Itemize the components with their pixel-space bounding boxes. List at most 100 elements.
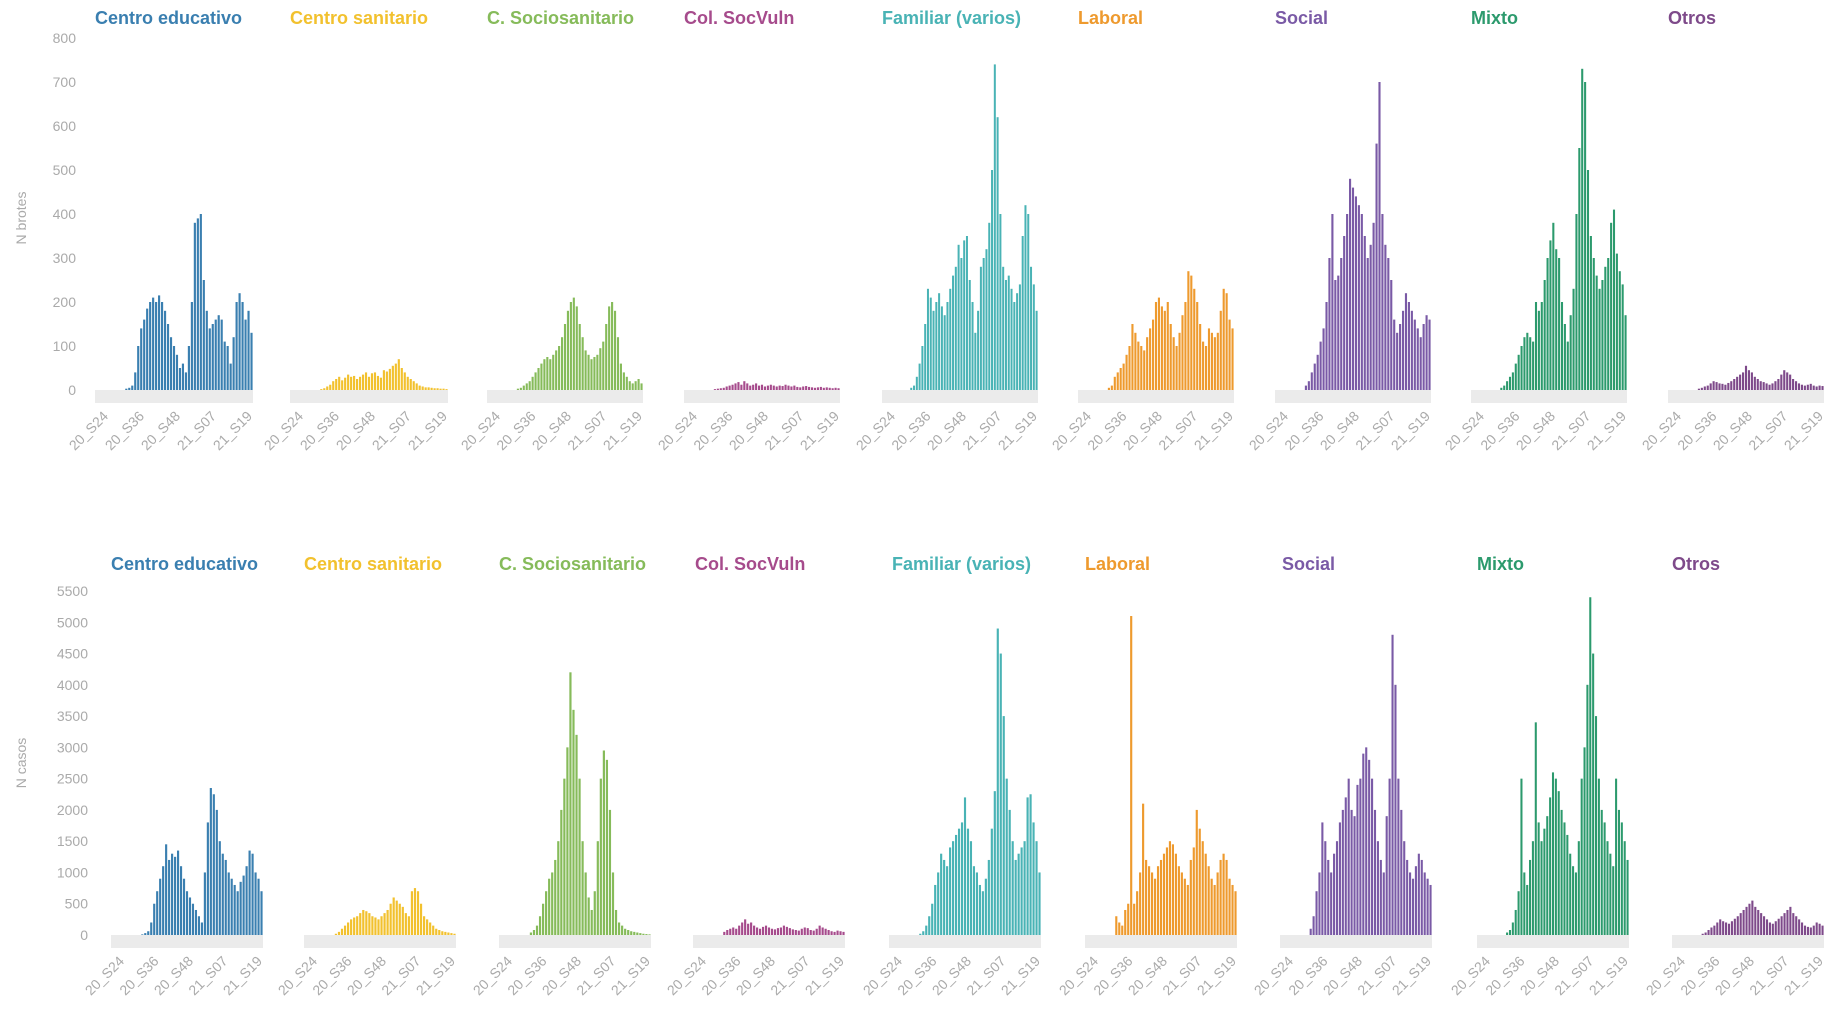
bar [554,859,557,935]
bar [578,778,581,935]
bar [919,933,922,935]
bar [1023,841,1026,935]
bar [1174,853,1177,935]
bar [1394,684,1397,935]
bar [631,383,634,390]
bar [1153,878,1157,935]
bar [541,903,545,935]
x-tick-label: 21_S19 [1191,408,1237,454]
bar [815,928,818,935]
bar [250,332,253,390]
bar [131,385,134,390]
bar [1742,372,1745,390]
bar [353,375,356,390]
bar [532,930,536,935]
bar [1035,310,1038,390]
bar [1368,759,1371,935]
bar [969,841,973,935]
bar [1309,928,1312,935]
bar [1774,381,1777,390]
bar [1115,916,1118,935]
bar [1697,388,1700,390]
bar [1316,354,1319,390]
bar [1381,214,1384,390]
bar [1192,847,1195,935]
bar [400,368,403,390]
bar [1569,315,1572,390]
bar [1768,922,1771,935]
bar [1183,878,1186,935]
bar [766,385,769,390]
bar [749,385,752,390]
bar [350,919,353,935]
bar [584,350,587,390]
bar [572,297,575,390]
y-tick-label: 300 [53,250,77,266]
bar [143,319,146,390]
bar [1747,370,1750,390]
bar [217,315,220,390]
bar [968,280,971,390]
panel-title-laboral: Laboral [1085,554,1150,574]
bar [1615,778,1618,935]
bar [187,346,190,390]
bar [926,288,929,390]
bar [220,319,223,390]
bar [954,834,958,935]
bar [596,841,599,935]
y-tick-label: 4500 [57,646,88,662]
x-tick-label: 20_S24 [261,408,307,454]
bar [1757,909,1760,935]
bar [350,376,353,390]
bar [634,381,637,390]
bar [1413,319,1416,390]
bar [392,897,395,935]
panel-title-familiar-varios: Familiar (varios) [892,554,1031,574]
bar [575,306,578,390]
bar [1552,222,1555,390]
bar [1401,310,1405,390]
bar [1333,853,1336,935]
bar [760,384,764,390]
bar [581,337,584,390]
bar [729,928,732,935]
bar [778,385,781,390]
bar [590,359,593,390]
bar [1228,319,1231,390]
bar [1422,324,1425,390]
bar [1190,275,1193,390]
bar [1010,288,1013,390]
bar [1177,866,1180,935]
x-axis-band [1672,935,1824,948]
bar [1002,716,1005,935]
bar [215,809,218,935]
bar [1304,385,1307,390]
bar [770,928,774,935]
y-tick-label: 5500 [57,583,88,599]
bar [1145,859,1148,935]
bar [334,933,338,935]
bar [365,911,368,935]
bar [566,747,569,935]
bar [1231,328,1234,390]
x-tick-label: 20_S48 [138,408,184,454]
bar [935,302,938,390]
bar [741,922,744,935]
bar [163,310,167,390]
bar [744,919,747,935]
bar [1213,884,1216,935]
bar [611,302,614,390]
bar [257,878,260,935]
bar [1589,597,1592,935]
bar [202,280,205,390]
y-tick-label: 2500 [57,771,88,787]
bar [426,919,429,935]
bar [226,346,229,390]
x-tick-label: 21_S19 [1781,953,1827,999]
bar [545,891,548,935]
y-tick-label: 500 [65,896,89,912]
bar [1578,148,1581,390]
bar [1142,803,1145,935]
panel-title-otros: Otros [1668,8,1716,28]
bar [229,363,232,390]
